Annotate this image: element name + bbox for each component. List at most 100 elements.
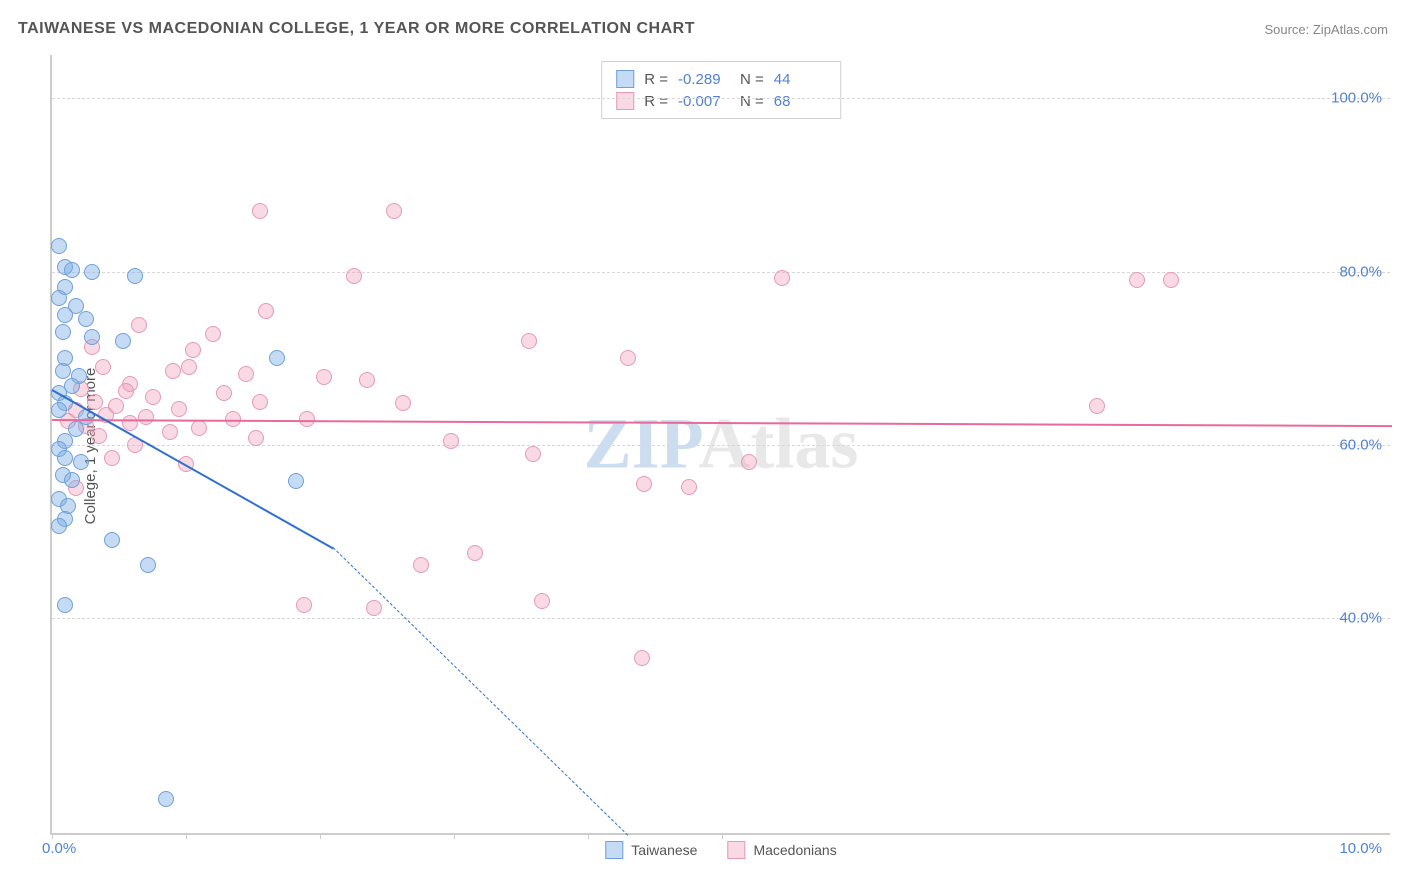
- point-macedonian: [681, 479, 697, 495]
- x-tick-mark: [52, 833, 53, 839]
- legend-swatch: [727, 841, 745, 859]
- point-macedonian: [91, 428, 107, 444]
- stat-r-value: -0.289: [678, 71, 730, 88]
- x-tick-mark: [722, 833, 723, 839]
- point-macedonian: [395, 395, 411, 411]
- point-macedonian: [252, 394, 268, 410]
- point-macedonian: [774, 270, 790, 286]
- point-macedonian: [1129, 272, 1145, 288]
- regression-taiwanese: [52, 389, 334, 549]
- x-tick-mark: [454, 833, 455, 839]
- legend-label: Macedonians: [753, 842, 836, 858]
- y-tick-label: 100.0%: [1331, 90, 1382, 107]
- regression-macedonian: [52, 419, 1392, 427]
- legend-swatch: [605, 841, 623, 859]
- point-taiwanese: [57, 307, 73, 323]
- gridline-h: [52, 272, 1390, 273]
- point-macedonian: [741, 454, 757, 470]
- point-taiwanese: [269, 350, 285, 366]
- plot-area: ZIPAtlas R =-0.289N =44R =-0.007N =68 0.…: [50, 55, 1390, 835]
- point-macedonian: [138, 409, 154, 425]
- point-macedonian: [525, 446, 541, 462]
- point-macedonian: [366, 600, 382, 616]
- point-macedonian: [131, 317, 147, 333]
- point-taiwanese: [288, 473, 304, 489]
- correlation-legend: R = -0.289 N = 44R = -0.007 N = 68: [601, 61, 841, 119]
- legend-item: Taiwanese: [605, 841, 697, 859]
- point-macedonian: [95, 359, 111, 375]
- point-taiwanese: [57, 450, 73, 466]
- x-tick-mark: [320, 833, 321, 839]
- point-macedonian: [634, 650, 650, 666]
- stat-r-label: R =: [644, 71, 668, 88]
- y-tick-label: 60.0%: [1339, 437, 1382, 454]
- point-macedonian: [238, 366, 254, 382]
- point-macedonian: [216, 385, 232, 401]
- point-macedonian: [443, 433, 459, 449]
- point-macedonian: [413, 557, 429, 573]
- point-macedonian: [521, 333, 537, 349]
- watermark: ZIPAtlas: [584, 403, 859, 486]
- stat-n-value: 44: [774, 71, 826, 88]
- x-tick-mark: [588, 833, 589, 839]
- point-taiwanese: [51, 402, 67, 418]
- point-macedonian: [171, 401, 187, 417]
- stat-n-label: N =: [740, 71, 764, 88]
- point-taiwanese: [158, 791, 174, 807]
- y-tick-label: 80.0%: [1339, 263, 1382, 280]
- legend-item: Macedonians: [727, 841, 836, 859]
- point-macedonian: [1163, 272, 1179, 288]
- point-macedonian: [248, 430, 264, 446]
- x-tick-min: 0.0%: [42, 840, 76, 857]
- point-taiwanese: [64, 262, 80, 278]
- chart-title: TAIWANESE VS MACEDONIAN COLLEGE, 1 YEAR …: [18, 20, 695, 38]
- stat-n-value: 68: [774, 93, 826, 110]
- point-taiwanese: [104, 532, 120, 548]
- point-macedonian: [165, 363, 181, 379]
- point-macedonian: [534, 593, 550, 609]
- point-taiwanese: [51, 290, 67, 306]
- point-macedonian: [346, 268, 362, 284]
- legend-swatch: [616, 70, 634, 88]
- point-macedonian: [467, 545, 483, 561]
- point-taiwanese: [73, 454, 89, 470]
- legend-stat-row: R =-0.007N =68: [616, 90, 826, 112]
- stat-r-value: -0.007: [678, 93, 730, 110]
- point-macedonian: [185, 342, 201, 358]
- gridline-h: [52, 98, 1390, 99]
- point-taiwanese: [140, 557, 156, 573]
- point-macedonian: [299, 411, 315, 427]
- legend-swatch: [616, 92, 634, 110]
- point-taiwanese: [84, 264, 100, 280]
- legend-label: Taiwanese: [631, 842, 697, 858]
- point-taiwanese: [78, 311, 94, 327]
- point-macedonian: [205, 326, 221, 342]
- point-macedonian: [181, 359, 197, 375]
- point-macedonian: [296, 597, 312, 613]
- legend-stat-row: R = -0.289 N = 44: [616, 68, 826, 90]
- point-macedonian: [1089, 398, 1105, 414]
- point-macedonian: [104, 450, 120, 466]
- point-macedonian: [386, 203, 402, 219]
- y-tick-label: 40.0%: [1339, 610, 1382, 627]
- source-attribution: Source: ZipAtlas.com: [1264, 22, 1388, 37]
- point-macedonian: [191, 420, 207, 436]
- point-taiwanese: [64, 472, 80, 488]
- point-taiwanese: [57, 597, 73, 613]
- gridline-h: [52, 618, 1390, 619]
- x-tick-mark: [186, 833, 187, 839]
- point-taiwanese: [51, 238, 67, 254]
- point-macedonian: [316, 369, 332, 385]
- x-tick-max: 10.0%: [1339, 840, 1382, 857]
- regression-taiwanese-extrapolated: [333, 547, 628, 835]
- point-macedonian: [118, 383, 134, 399]
- point-macedonian: [258, 303, 274, 319]
- point-macedonian: [636, 476, 652, 492]
- point-macedonian: [252, 203, 268, 219]
- point-taiwanese: [55, 324, 71, 340]
- point-taiwanese: [127, 268, 143, 284]
- point-macedonian: [145, 389, 161, 405]
- point-taiwanese: [51, 518, 67, 534]
- stat-n-label: N =: [740, 93, 764, 110]
- point-taiwanese: [55, 363, 71, 379]
